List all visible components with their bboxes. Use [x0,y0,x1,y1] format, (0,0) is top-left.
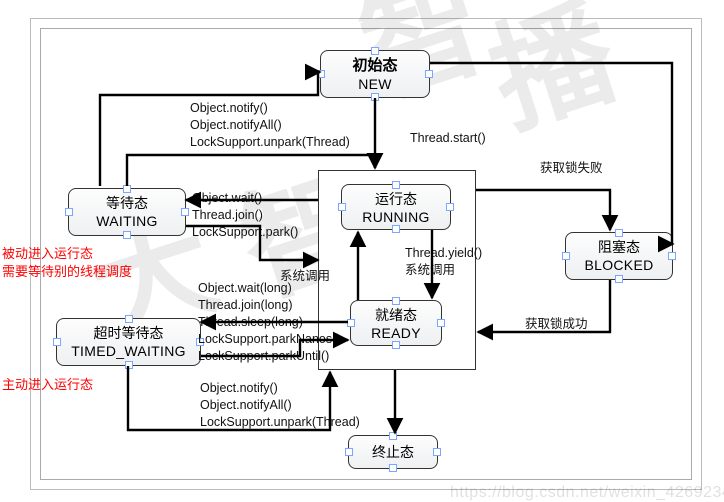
state-ready-cn: 就绪态 [355,307,437,325]
annotation-passive: 被动进入运行态 需要等待别的线程调度 [2,245,132,280]
state-ready-en: READY [355,325,437,343]
label-yield: Thread.yield() 系统调用 [405,245,482,279]
state-terminated: 终止态 [348,435,438,469]
label-notify-bottom: Object.notify() Object.notifyAll() LockS… [200,380,360,431]
state-new: 初始态 NEW [320,50,430,98]
label-wait-long: Object.wait(long) Thread.join(long) Thre… [198,280,340,364]
label-lock-fail: 获取锁失败 [540,160,603,177]
label-lock-ok: 获取锁成功 [525,316,588,333]
state-new-en: NEW [325,76,425,94]
state-timed-waiting-en: TIMED_WAITING [61,343,196,361]
state-running: 运行态 RUNNING [341,184,451,230]
state-terminated-cn: 终止态 [353,444,433,462]
watermark-url: https://blog.csdn.net/weixin_42692345 [450,484,724,502]
state-blocked: 阻塞态 BLOCKED [565,232,673,280]
state-running-cn: 运行态 [346,191,446,209]
state-ready: 就绪态 READY [350,300,442,346]
state-blocked-cn: 阻塞态 [570,239,668,257]
state-waiting: 等待态 WAITING [68,188,186,236]
state-waiting-en: WAITING [73,213,181,231]
state-new-cn: 初始态 [325,57,425,76]
label-wait-mid: Object.wait() Thread.join() LockSupport.… [192,190,298,241]
label-thread-start: Thread.start() [410,130,486,147]
state-timed-waiting: 超时等待态 TIMED_WAITING [56,318,201,366]
label-notify-top: Object.notify() Object.notifyAll() LockS… [190,100,350,151]
state-blocked-en: BLOCKED [570,257,668,275]
state-running-en: RUNNING [346,209,446,227]
annotation-active: 主动进入运行态 [2,376,93,394]
state-timed-waiting-cn: 超时等待态 [61,325,196,343]
state-waiting-cn: 等待态 [73,195,181,213]
